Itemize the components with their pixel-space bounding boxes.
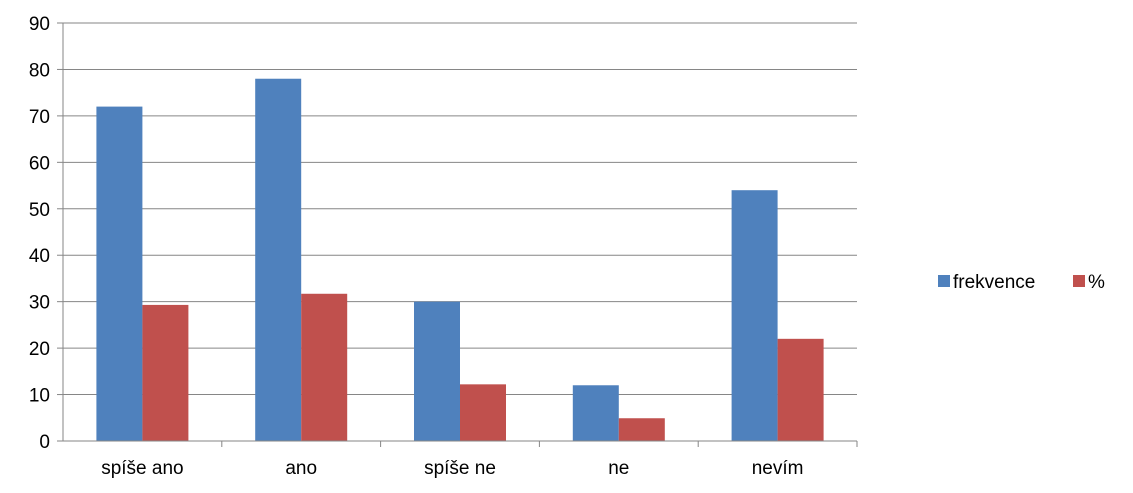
bar-frekvence xyxy=(96,106,143,441)
y-tick-label: 60 xyxy=(29,153,50,174)
gridlines xyxy=(63,22,857,396)
y-tick-label: 80 xyxy=(29,60,50,81)
bar-percent xyxy=(777,338,824,441)
axes xyxy=(62,23,858,447)
x-category-label: ano xyxy=(285,458,317,479)
bar-percent xyxy=(460,384,506,441)
legend-label: % xyxy=(1088,272,1105,293)
x-category-label: nevím xyxy=(752,458,804,479)
legend-swatch xyxy=(938,275,950,287)
x-axis-categories: spíše ano ano spíše ne ne nevím xyxy=(101,458,803,479)
bar-percent xyxy=(142,304,189,441)
legend-swatch xyxy=(1073,275,1085,287)
x-category-label: ne xyxy=(608,458,629,479)
bar-percent xyxy=(618,418,665,441)
bar-percent xyxy=(301,293,348,441)
bar-frekvence xyxy=(255,78,302,441)
y-tick-label: 70 xyxy=(29,107,50,128)
y-tick-label: 30 xyxy=(29,293,50,314)
bar-frekvence xyxy=(572,385,619,441)
bar-frekvence xyxy=(731,190,778,441)
y-tick-label: 0 xyxy=(39,432,50,453)
y-tick-label: 50 xyxy=(29,200,50,221)
y-axis-ticks: 0 10 20 30 40 50 60 70 80 90 xyxy=(29,14,63,453)
x-category-label: spíše ano xyxy=(101,458,183,479)
y-tick-label: 90 xyxy=(29,14,50,35)
y-tick-label: 20 xyxy=(29,339,50,360)
bars xyxy=(96,78,824,441)
x-category-label: spíše ne xyxy=(424,458,496,479)
bar-frekvence xyxy=(414,301,460,441)
legend-label: frekvence xyxy=(953,272,1035,293)
y-tick-label: 40 xyxy=(29,246,50,267)
y-tick-label: 10 xyxy=(29,386,50,407)
legend: frekvence% xyxy=(938,272,1105,293)
